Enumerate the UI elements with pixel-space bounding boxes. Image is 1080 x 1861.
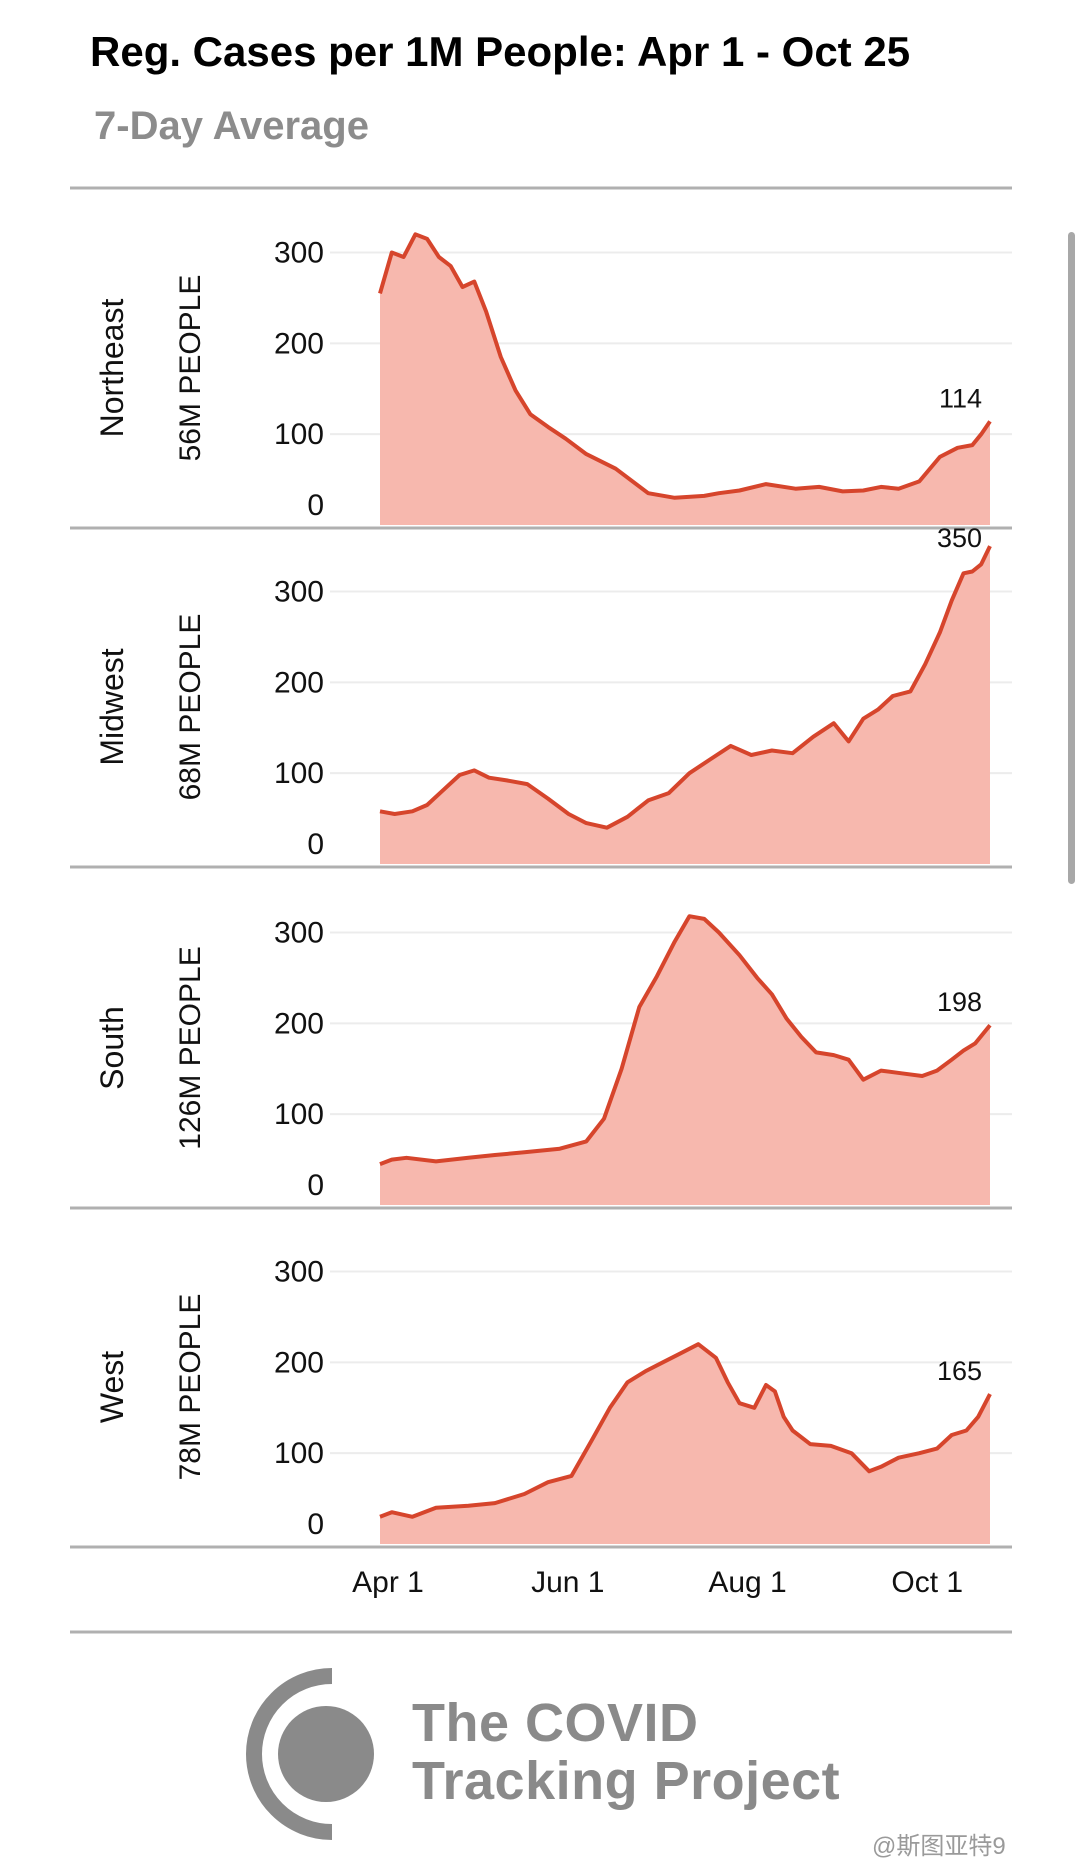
x-tick-label: Oct 1 bbox=[891, 1566, 963, 1599]
line-northeast bbox=[378, 232, 992, 500]
x-tick-label: Apr 1 bbox=[352, 1566, 424, 1599]
small-multiples-chart: 0 100 200 300 114 Northeast 56M PEOPLE 0 100 200 3… bbox=[70, 186, 1012, 1634]
y-tick-label: 100 bbox=[274, 418, 324, 451]
chart-subtitle: 7-Day Average bbox=[94, 104, 369, 148]
line-west bbox=[379, 1342, 992, 1519]
logo-text-line2: Tracking Project bbox=[412, 1751, 841, 1811]
y-tick-label: 200 bbox=[274, 1007, 324, 1040]
area-midwest bbox=[380, 546, 990, 864]
region-label: West bbox=[94, 1351, 130, 1423]
y-tick-label: 200 bbox=[274, 327, 324, 360]
y-tick-label: 200 bbox=[274, 1346, 324, 1379]
y-tick-label: 100 bbox=[274, 1098, 324, 1131]
chart-title: Reg. Cases per 1M People: Apr 1 - Oct 25 bbox=[90, 28, 911, 75]
y-tick-label: 300 bbox=[274, 1256, 324, 1289]
y-tick-label: 300 bbox=[274, 237, 324, 270]
end-value-label: 114 bbox=[939, 383, 982, 413]
panel-northeast: 0 100 200 300 114 Northeast 56M PEOPLE bbox=[70, 232, 1012, 530]
y-tick-label: 100 bbox=[274, 1437, 324, 1470]
area-south bbox=[380, 916, 990, 1205]
population-label: 68M PEOPLE bbox=[174, 614, 207, 801]
y-tick-label: 300 bbox=[274, 576, 324, 609]
y-tick-label: 0 bbox=[307, 1169, 324, 1202]
population-label: 126M PEOPLE bbox=[174, 946, 207, 1149]
area-northeast bbox=[380, 234, 990, 526]
logo-text: The COVID Tracking Project bbox=[412, 1694, 840, 1810]
x-tick-label: Jun 1 bbox=[531, 1566, 604, 1599]
line-south bbox=[379, 914, 992, 1166]
y-tick-label: 200 bbox=[274, 666, 324, 699]
x-tick-label: Aug 1 bbox=[708, 1566, 786, 1599]
panel-south: 0 100 200 300 198 South 126M PEOPLE bbox=[70, 914, 1012, 1210]
end-value-label: 350 bbox=[937, 523, 982, 553]
watermark: @斯图亚特9 bbox=[872, 1833, 1006, 1860]
panel-midwest: 0 100 200 300 350 Midwest 68M PEOPLE bbox=[70, 523, 1012, 869]
population-label: 56M PEOPLE bbox=[174, 275, 207, 462]
region-label: Midwest bbox=[94, 648, 130, 765]
y-tick-label: 0 bbox=[307, 828, 324, 861]
panel-west: 0 100 200 300 165 West 78M PEOPLE bbox=[70, 1256, 1012, 1549]
region-label: Northeast bbox=[94, 299, 130, 438]
end-value-label: 198 bbox=[937, 987, 982, 1017]
end-value-label: 165 bbox=[937, 1356, 982, 1386]
y-tick-label: 0 bbox=[307, 489, 324, 522]
y-tick-label: 100 bbox=[274, 757, 324, 790]
population-label: 78M PEOPLE bbox=[174, 1294, 207, 1481]
line-midwest bbox=[379, 545, 992, 830]
y-tick-label: 0 bbox=[307, 1508, 324, 1541]
scrollbar[interactable] bbox=[1068, 232, 1075, 884]
covid-tracking-project-logo bbox=[246, 1668, 374, 1840]
area-west bbox=[380, 1344, 990, 1544]
y-tick-label: 300 bbox=[274, 917, 324, 950]
region-label: South bbox=[94, 1006, 130, 1090]
logo-text-line1: The COVID bbox=[412, 1693, 699, 1753]
